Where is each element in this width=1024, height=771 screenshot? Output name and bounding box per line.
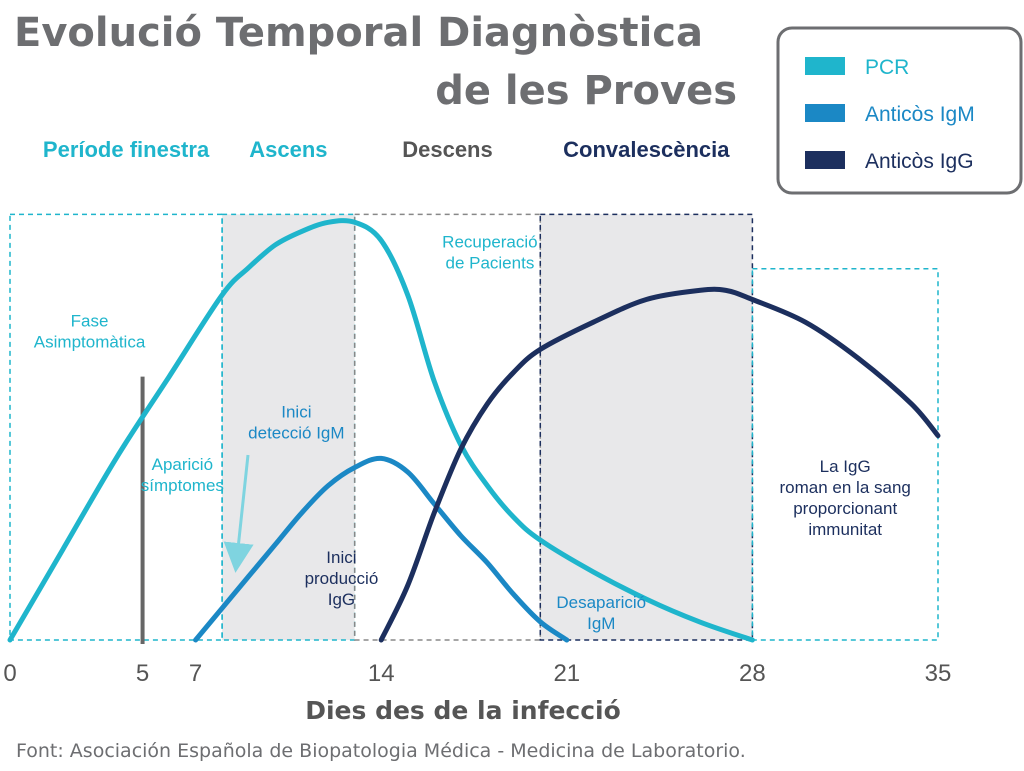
period-box-4 (751, 268, 939, 641)
x-tick-label-5: 28 (739, 660, 766, 687)
legend-label-2: Anticòs IgG (865, 150, 974, 173)
chart-title-line-2: de les Proves (435, 68, 737, 114)
series-line-0 (7, 218, 755, 643)
series-line-1 (193, 455, 570, 643)
x-tick-label-2: 7 (189, 660, 202, 687)
annotations: Fase Asimptomàtica Aparició símptomes Inici d… (34, 232, 911, 633)
chart-title-line-1: Evolució Temporal Diagnòstica (14, 10, 703, 56)
annotation-6: La IgG roman en la sang proporcionant immun… (780, 457, 911, 539)
annotation-5: Desaparició IgM (556, 593, 646, 633)
period-labels: Període finestra Ascens Descens Convalescèn… (43, 137, 730, 162)
period-label-3: Convalescència (563, 137, 730, 162)
shaded-region-1 (540, 214, 753, 640)
x-tick-label-3: 14 (368, 660, 395, 687)
shaded-regions (222, 214, 753, 640)
annotation-4: Recuperació de Pacients (442, 232, 537, 272)
annotation-2: Inici detecció IgM (248, 403, 344, 443)
legend-items: PCR Anticòs IgM Anticòs IgG (805, 56, 975, 173)
x-axis-label: Dies des de la infecció (305, 696, 621, 725)
legend-swatch-1 (805, 104, 845, 122)
period-boxes (9, 213, 939, 641)
x-tick-label-1: 5 (136, 660, 149, 687)
annotation-1: Aparició símptomes (141, 455, 224, 495)
source-note: Font: Asociación Española de Biopatologi… (16, 740, 746, 762)
period-label-1: Ascens (249, 137, 327, 162)
x-tick-label-6: 35 (925, 660, 952, 687)
period-label-2: Descens (402, 137, 493, 162)
symptom-arrow (223, 454, 254, 573)
series-line-2 (378, 286, 941, 643)
period-label-0: Període finestra (43, 137, 210, 162)
annotation-3: Inici producció IgG (305, 548, 379, 609)
legend-label-0: PCR (865, 56, 909, 79)
legend: PCR Anticòs IgM Anticòs IgG (776, 26, 1023, 195)
annotation-0: Fase Asimptomàtica (34, 312, 146, 352)
x-tick-label-4: 21 (553, 660, 580, 687)
period-box-0 (9, 213, 223, 641)
legend-swatch-2 (805, 151, 845, 169)
x-tick-label-0: 0 (3, 660, 16, 687)
legend-label-1: Anticòs IgM (865, 103, 975, 126)
x-axis-ticks: 0 5 7 14 21 28 35 (3, 660, 951, 687)
legend-swatch-0 (805, 57, 845, 75)
period-box-2 (353, 213, 542, 641)
series-lines (7, 218, 941, 643)
